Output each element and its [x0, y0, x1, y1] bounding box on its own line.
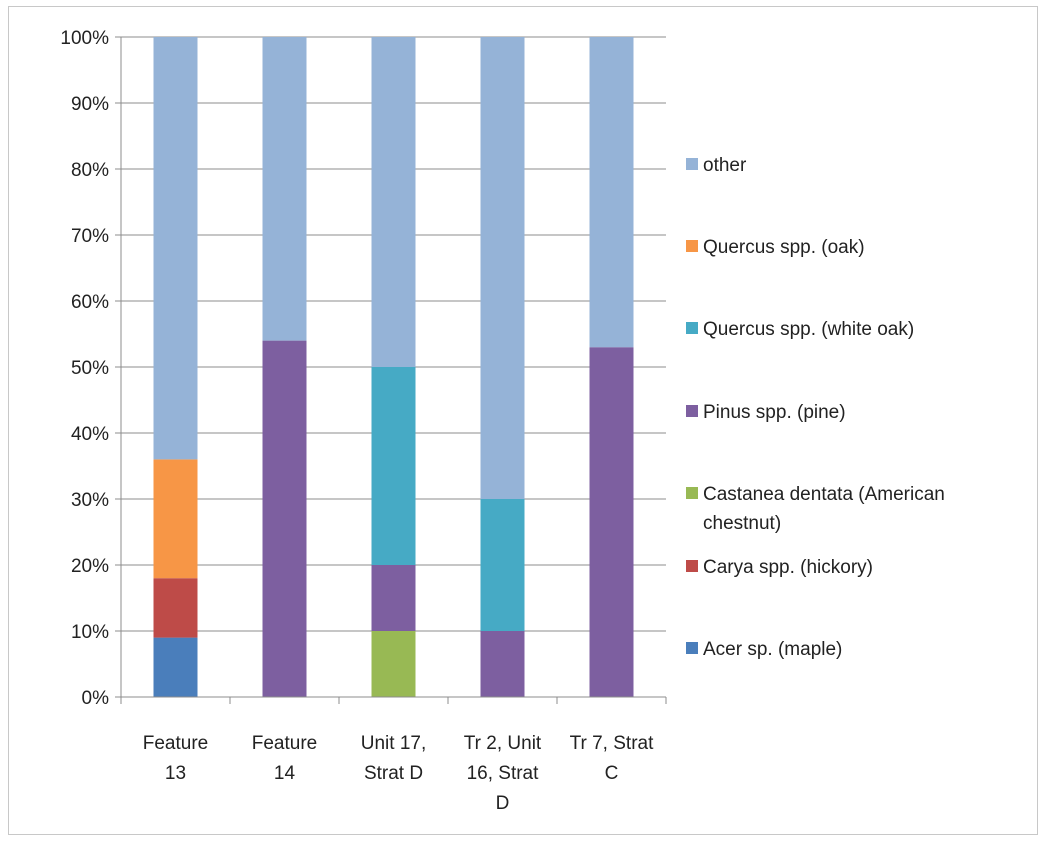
bar-segment: [589, 37, 634, 348]
bar-segment: [589, 347, 634, 697]
x-tick-label: D: [496, 793, 510, 814]
bar-segment: [371, 37, 416, 367]
bar-segment: [153, 459, 198, 579]
x-tick-label: 14: [274, 763, 296, 784]
bar-segment: [371, 367, 416, 565]
x-tick-label: Feature: [143, 733, 208, 754]
legend-swatch: [686, 405, 698, 417]
x-tick-label: Strat D: [364, 763, 423, 784]
legend-label: Carya spp. (hickory): [703, 557, 873, 578]
legend-label: other: [703, 155, 747, 176]
stacked-bar-chart: 0% 10% 20% 30% 40% 50% 60% 70% 80% 90% 100% Feature…: [60, 28, 945, 814]
bar-segment: [262, 37, 307, 341]
x-tick-label: Unit 17,: [361, 733, 426, 754]
bar-segment: [262, 340, 307, 697]
legend-label: chestnut): [703, 513, 781, 534]
y-tick-label: 100%: [60, 28, 109, 49]
y-tick-label: 0%: [82, 688, 110, 709]
legend-swatch: [686, 560, 698, 572]
y-tick-label: 30%: [71, 490, 109, 511]
y-tick-label: 60%: [71, 292, 109, 313]
legend-label: Pinus spp. (pine): [703, 402, 846, 423]
legend-swatch: [686, 240, 698, 252]
chart-frame: 0% 10% 20% 30% 40% 50% 60% 70% 80% 90% 100% Feature…: [8, 6, 1038, 835]
bar-segment: [153, 37, 198, 460]
legend-swatch: [686, 642, 698, 654]
legend-label: Quercus spp. (white oak): [703, 319, 914, 340]
bar-segment: [480, 37, 525, 499]
x-tick-label: 13: [165, 763, 186, 784]
x-tick-label: C: [605, 763, 619, 784]
x-tick-label: Tr 7, Strat: [570, 733, 654, 754]
x-tick-label: 16, Strat: [467, 763, 540, 784]
bar-segment: [153, 637, 198, 697]
y-tick-label: 70%: [71, 226, 109, 247]
legend-swatch: [686, 158, 698, 170]
legend-label: Castanea dentata (American: [703, 484, 945, 505]
x-tick-label: Tr 2, Unit: [464, 733, 542, 754]
y-tick-label: 50%: [71, 358, 109, 379]
legend-label: Acer sp. (maple): [703, 639, 842, 660]
y-tick-label: 10%: [71, 622, 109, 643]
x-tick-label: Feature: [252, 733, 317, 754]
bar-segment: [153, 578, 198, 638]
y-tick-label: 20%: [71, 556, 109, 577]
y-tick-label: 40%: [71, 424, 109, 445]
legend-swatch: [686, 487, 698, 499]
bar-segment: [480, 631, 525, 697]
bar-segment: [371, 631, 416, 697]
y-tick-label: 90%: [71, 94, 109, 115]
legend-label: Quercus spp. (oak): [703, 237, 865, 258]
legend-swatch: [686, 322, 698, 334]
y-tick-label: 80%: [71, 160, 109, 181]
bar-segment: [480, 499, 525, 631]
bar-segment: [371, 565, 416, 631]
